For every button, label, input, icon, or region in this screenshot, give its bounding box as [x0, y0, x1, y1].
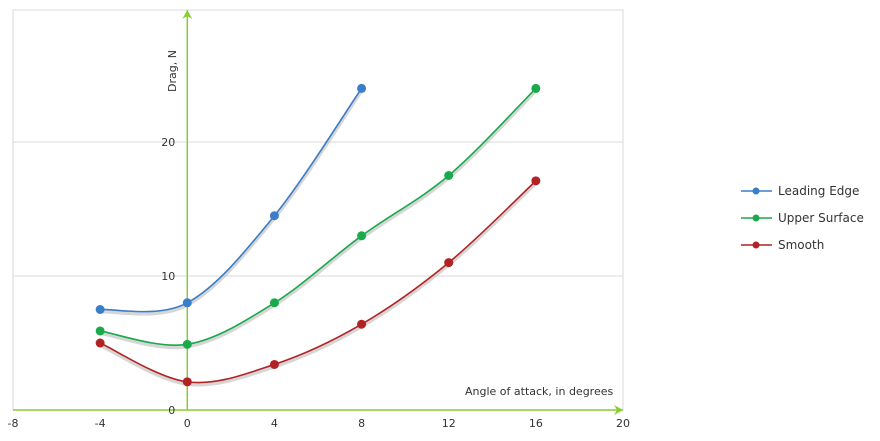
- smooth-legend-marker: [752, 241, 760, 249]
- x-axis-arrow: [614, 405, 623, 415]
- x-axis-label: Angle of attack, in degrees: [465, 385, 613, 398]
- x-tick-label: 16: [529, 417, 543, 430]
- tick-labels: -8 -4 0 4 8 12 16 20 0 10 20: [8, 136, 630, 430]
- leading-edge-point: [95, 305, 105, 314]
- leading-edge-legend-label: Leading Edge: [778, 184, 859, 198]
- smooth-point: [357, 319, 367, 329]
- smooth-point: [95, 338, 105, 348]
- smooth-point: [444, 258, 454, 268]
- leading-edge-point: [357, 83, 367, 93]
- leading-edge-shadow: [98, 88, 364, 316]
- x-tick-label: 12: [442, 417, 456, 430]
- leading-edge-point: [269, 211, 279, 221]
- smooth-point: [531, 176, 541, 186]
- smooth-point: [182, 377, 192, 387]
- upper-surface-line: [100, 87, 537, 346]
- x-tick-label: -4: [95, 417, 106, 430]
- smooth-line: [99, 180, 537, 384]
- x-tick-label: -8: [8, 417, 19, 430]
- upper-surface-point: [95, 326, 105, 336]
- x-tick-label: 4: [271, 417, 278, 430]
- smooth-legend-label: Smooth: [778, 238, 824, 252]
- upper-surface-legend-label: Upper Surface: [778, 211, 864, 225]
- y-axis-label: Drag, N: [166, 50, 179, 92]
- smooth-point: [269, 359, 279, 369]
- axes: [13, 10, 623, 415]
- leading-edge-line: [100, 87, 363, 313]
- upper-surface-shadow: [98, 88, 538, 350]
- y-tick-label: 20: [161, 136, 175, 149]
- x-tick-label: 8: [358, 417, 365, 430]
- legend: Leading Edge Upper Surface Smooth: [741, 184, 864, 252]
- y-axis-arrow: [182, 10, 193, 19]
- x-tick-label: 20: [616, 417, 630, 430]
- upper-surface-point: [182, 339, 192, 349]
- x-tick-label: 0: [184, 417, 191, 430]
- upper-surface-legend-marker: [752, 214, 760, 222]
- leading-edge-point: [182, 298, 192, 308]
- series-lines: [95, 83, 541, 387]
- upper-surface-point: [269, 298, 279, 308]
- y-tick-label: 10: [161, 270, 175, 283]
- leading-edge-legend-marker: [752, 187, 760, 195]
- y-tick-label: 0: [168, 404, 175, 417]
- smooth-shadow: [98, 180, 538, 387]
- upper-surface-point: [531, 83, 541, 93]
- upper-surface-point: [357, 231, 367, 241]
- upper-surface-point: [444, 171, 454, 180]
